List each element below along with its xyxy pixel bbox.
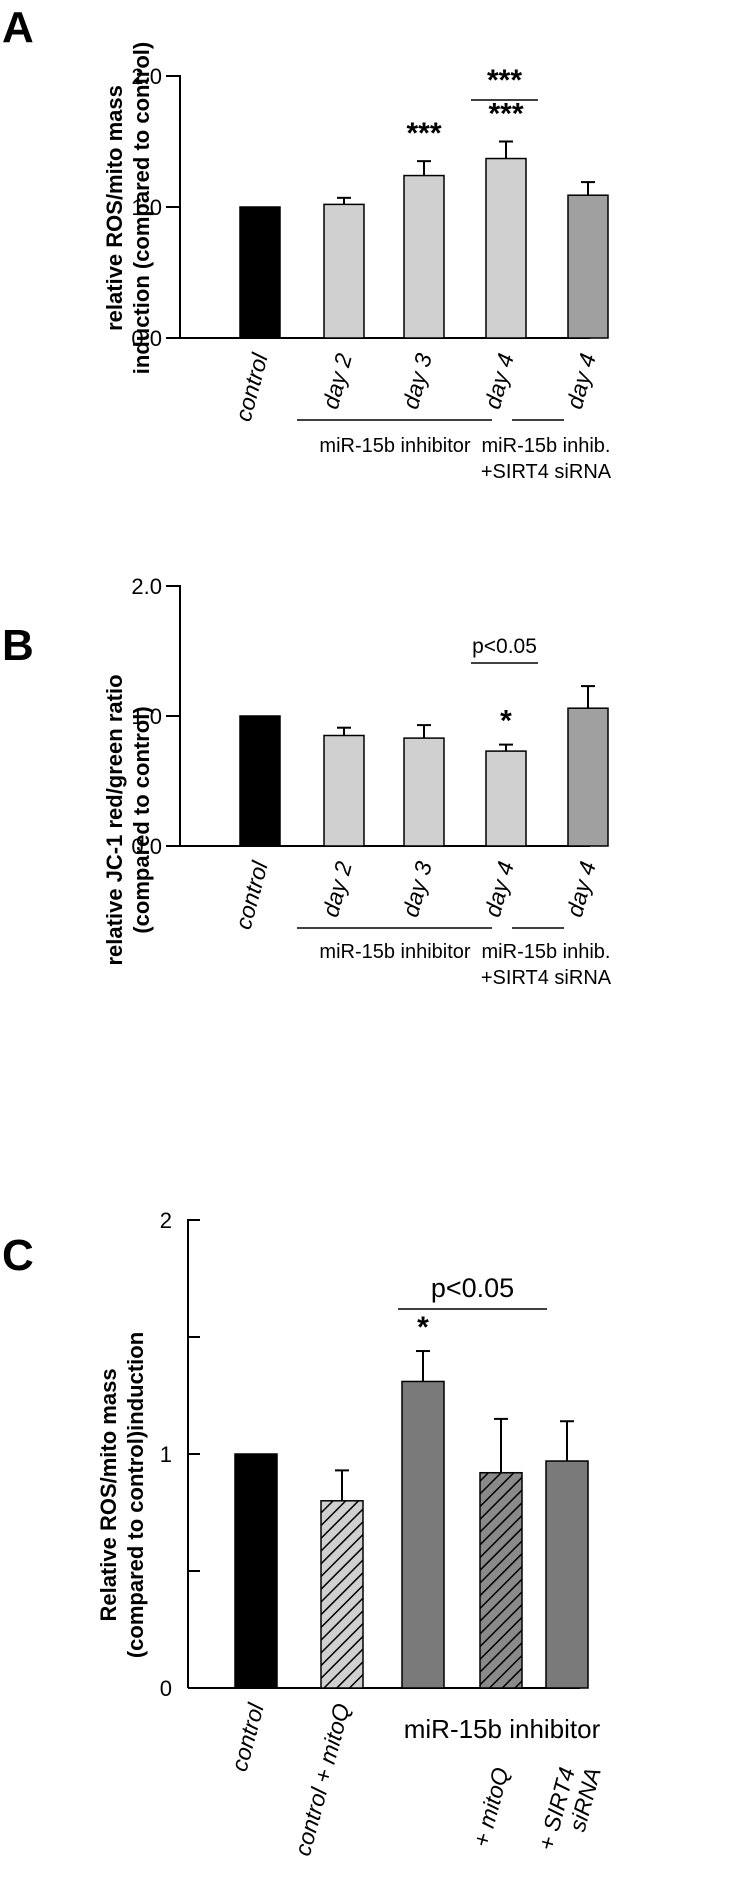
group-label: miR-15b inhibitor [319, 435, 471, 457]
bar [545, 1460, 589, 1689]
category-label: day 3 [397, 350, 437, 411]
y-tick-label: 1 [160, 1442, 172, 1467]
category-label: day 4 [561, 859, 601, 920]
y-tick-label: 0.0 [131, 326, 162, 351]
bar [485, 750, 527, 847]
y-tick-label: 2 [160, 1208, 172, 1233]
bar [403, 174, 445, 339]
panel-b-chart: 0.0 1.0 2.0 * p<0.05 control day 2 day 3 day 4 da… [131, 574, 611, 989]
bar [234, 1453, 278, 1689]
category-label: day 4 [561, 351, 601, 412]
bar [403, 737, 445, 847]
bar [479, 1471, 523, 1689]
y-tick-label: 2.0 [131, 64, 162, 89]
bar [323, 203, 365, 339]
significance-label: *** [406, 117, 441, 150]
group-label: miR-15b inhib. [482, 941, 611, 963]
comparison-label: p<0.05 [431, 1273, 514, 1303]
group-label-line-2: +SIRT4 siRNA [481, 461, 612, 483]
category-label: control [226, 1700, 269, 1774]
bar [323, 734, 365, 847]
group-label: miR-15b inhibitor [404, 1714, 601, 1744]
category-label: control [230, 350, 273, 424]
panel-a-ylabel-line-2: induction (compared to control) [129, 42, 154, 374]
significance-label: * [500, 705, 512, 738]
category-label: day 2 [317, 858, 357, 919]
bar [567, 194, 609, 339]
category-label: day 4 [479, 351, 519, 412]
y-tick-label: 0.0 [131, 834, 162, 859]
y-tick-label: 0 [160, 1676, 172, 1701]
bar [401, 1380, 445, 1689]
panel-b-ylabel-line-1: relative JC-1 red/green ratio [102, 674, 127, 965]
panel-letter-c: C [2, 1231, 34, 1280]
category-label: + mitoQ [468, 1764, 514, 1849]
panel-letter-b: B [2, 621, 34, 670]
y-tick-label: 1.0 [131, 704, 162, 729]
y-tick-label: 2.0 [131, 574, 162, 599]
bar [239, 206, 281, 339]
bar [320, 1500, 364, 1689]
category-label: control [230, 858, 273, 932]
group-label-line-2: +SIRT4 siRNA [481, 967, 612, 989]
panel-a-chart: 0.01.02.0*********control day 2 day 3 day 4… [131, 64, 611, 483]
panel-a-y-axis-title: relative ROS/mito mass induction (compar… [102, 42, 154, 374]
category-label: control + mitoQ [289, 1700, 355, 1858]
plots: 0.01.02.0*********control day 2 day 3 day 4… [131, 64, 611, 1859]
y-tick-label: 1.0 [131, 195, 162, 220]
panel-b-y-axis-title: relative JC-1 red/green ratio (compared … [102, 674, 154, 965]
category-label: day 3 [397, 858, 437, 919]
category-label: day 4 [479, 859, 519, 920]
comparison-label: p<0.05 [472, 635, 537, 658]
group-label: miR-15b inhibitor [319, 941, 471, 963]
panel-c-y-axis-title: Relative ROS/mito mass (compared to cont… [96, 1332, 148, 1658]
bar [485, 157, 527, 339]
panel-b-ylabel-line-2: (compared to control) [129, 706, 154, 933]
bar [567, 707, 609, 847]
group-label: miR-15b inhib. [482, 435, 611, 457]
panel-a-ylabel-line-1: relative ROS/mito mass [102, 85, 127, 331]
panel-letter-a: A [2, 3, 34, 52]
panel-c-ylabel-line-2: (compared to control)induction [123, 1332, 148, 1658]
significance-label: * [417, 1311, 429, 1344]
comparison-label: *** [487, 64, 522, 97]
panel-c-ylabel-line-1: Relative ROS/mito mass [96, 1368, 121, 1621]
bar [239, 715, 281, 847]
category-label: day 2 [317, 350, 357, 411]
significance-label: *** [488, 98, 523, 131]
